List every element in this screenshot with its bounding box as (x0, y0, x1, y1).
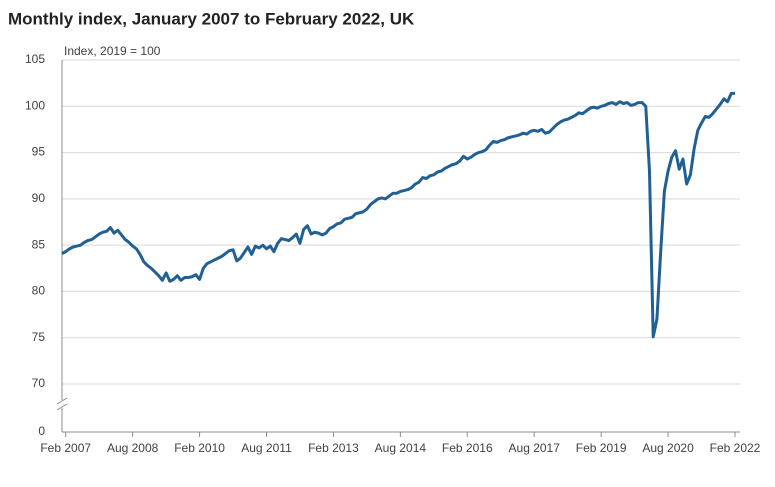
y-tick-label: 85 (32, 237, 46, 251)
y-tick-label: 90 (32, 191, 46, 205)
axis-break (56, 397, 68, 405)
x-tick-label: Aug 2011 (241, 441, 292, 455)
x-tick-label: Feb 2007 (40, 441, 91, 455)
x-tick-label: Aug 2014 (375, 441, 427, 455)
x-tick-label: Aug 2008 (107, 441, 159, 455)
x-tick-label: Feb 2022 (710, 441, 761, 455)
x-tick-label: Aug 2020 (642, 441, 694, 455)
y-tick-label: 0 (38, 424, 45, 438)
x-tick-label: Feb 2016 (442, 441, 493, 455)
x-tick-label: Feb 2019 (576, 441, 627, 455)
x-tick-label: Feb 2013 (308, 441, 359, 455)
data-line (61, 91, 735, 339)
y-tick-label: 75 (32, 330, 46, 344)
axis-break-gap (56, 400, 68, 408)
x-tick-label: Feb 2010 (174, 441, 225, 455)
axis-break (56, 403, 68, 411)
x-tick-label: Aug 2017 (509, 441, 561, 455)
y-tick-label: 100 (25, 98, 45, 112)
y-tick-label: 70 (32, 376, 46, 390)
y-tick-label: 95 (32, 145, 46, 159)
y-tick-label: 80 (32, 284, 46, 298)
chart-title: Monthly index, January 2007 to February … (8, 9, 415, 28)
y-axis-label: Index, 2019 = 100 (64, 44, 161, 58)
y-tick-label: 105 (25, 52, 45, 66)
